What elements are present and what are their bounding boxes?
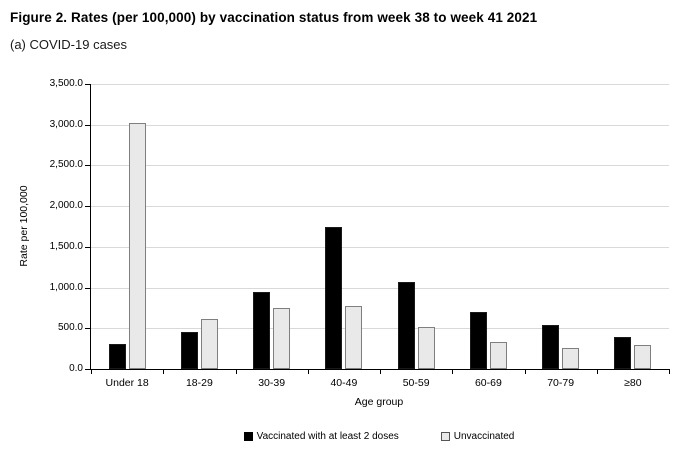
legend-label-unvaccinated: Unvaccinated (453, 431, 515, 442)
x-tick-label: 40-49 (330, 377, 358, 389)
y-axis-tick (85, 369, 90, 370)
y-axis-tick (85, 165, 90, 167)
y-tick-label: 3,500.0 (49, 78, 83, 89)
x-axis-tick (307, 369, 309, 374)
bar-unvaccinated (489, 342, 507, 369)
legend-item-unvaccinated: Unvaccinated (440, 431, 515, 442)
bar-group (253, 292, 291, 369)
gridline (91, 84, 669, 85)
x-axis-tick (235, 369, 237, 374)
legend-label-vaccinated: Vaccinated with at least 2 doses (256, 431, 399, 442)
x-axis-tick (524, 369, 526, 374)
x-axis-tick (669, 369, 670, 374)
bar-unvaccinated (562, 348, 580, 369)
x-tick-label: 50-59 (402, 377, 430, 389)
gridline (91, 287, 669, 289)
legend-swatch-vaccinated (243, 432, 253, 441)
bar-group (108, 123, 146, 369)
gridline (91, 246, 669, 248)
bar-group (397, 282, 435, 369)
bar-group (614, 337, 652, 369)
y-tick-label: 0.0 (69, 363, 83, 374)
y-axis-tick (85, 287, 90, 289)
bar-vaccinated (253, 292, 271, 369)
y-axis-tick (85, 206, 90, 208)
gridline (91, 124, 669, 126)
plot-area: Under 18 18-29 30-39 40-49 50-59 60-69 70-79 ≥8… (85, 84, 670, 389)
x-tick-label: 60-69 (474, 377, 502, 389)
bar-group (325, 227, 363, 369)
gridline (91, 165, 669, 167)
bar-vaccinated (542, 325, 560, 369)
bar-unvaccinated (200, 319, 218, 369)
bar-group (180, 319, 218, 369)
bar-unvaccinated (128, 123, 146, 369)
figure-subtitle: (a) COVID-19 cases (10, 37, 128, 52)
y-tick-label: 1,500.0 (49, 240, 83, 252)
bar-unvaccinated (273, 308, 291, 369)
gridline (91, 206, 669, 208)
bar-unvaccinated (634, 345, 652, 369)
y-axis-tick (85, 328, 90, 330)
y-tick-label: 3,000.0 (49, 118, 83, 130)
x-axis-tick (163, 369, 165, 374)
y-axis-tick-labels: 0.0 500.0 1,000.0 1,500.0 2,000.0 2,500.0 3,00… (0, 78, 83, 374)
y-tick-label: 2,000.0 (49, 200, 83, 212)
bar-group (542, 325, 580, 369)
x-axis-title: Age group (354, 396, 404, 408)
y-axis-tick (85, 124, 90, 126)
legend: Vaccinated with at least 2 doses Unvacci… (90, 431, 668, 442)
bar-vaccinated (325, 227, 343, 369)
bar-vaccinated (180, 332, 198, 369)
x-tick-label: Under 18 (105, 377, 149, 389)
y-tick-label: 500.0 (57, 322, 83, 334)
x-tick-label: 18-29 (185, 377, 213, 389)
y-axis-tick (85, 84, 90, 85)
bar-vaccinated (397, 282, 415, 369)
x-tick-label: 30-39 (258, 377, 286, 389)
y-tick-label: 2,500.0 (49, 159, 83, 171)
bar-vaccinated (469, 312, 487, 369)
x-axis-tick (380, 369, 381, 374)
bar-unvaccinated (345, 306, 363, 369)
legend-swatch-unvaccinated (440, 432, 450, 441)
x-axis-tick (596, 369, 598, 374)
bar-vaccinated (614, 337, 632, 369)
x-axis-tick (452, 369, 454, 374)
figure-title: Figure 2. Rates (per 100,000) by vaccina… (10, 10, 538, 25)
bar-unvaccinated (417, 327, 435, 369)
bar-vaccinated (108, 344, 126, 369)
x-tick-label: ≥80 (624, 377, 642, 389)
bar-group (469, 312, 507, 369)
y-tick-label: 1,000.0 (49, 281, 83, 293)
legend-item-vaccinated: Vaccinated with at least 2 doses (243, 431, 399, 442)
y-axis-tick (85, 246, 90, 248)
x-tick-label: 70-79 (547, 377, 575, 389)
gridline (91, 328, 669, 330)
x-axis-tick (91, 369, 92, 374)
